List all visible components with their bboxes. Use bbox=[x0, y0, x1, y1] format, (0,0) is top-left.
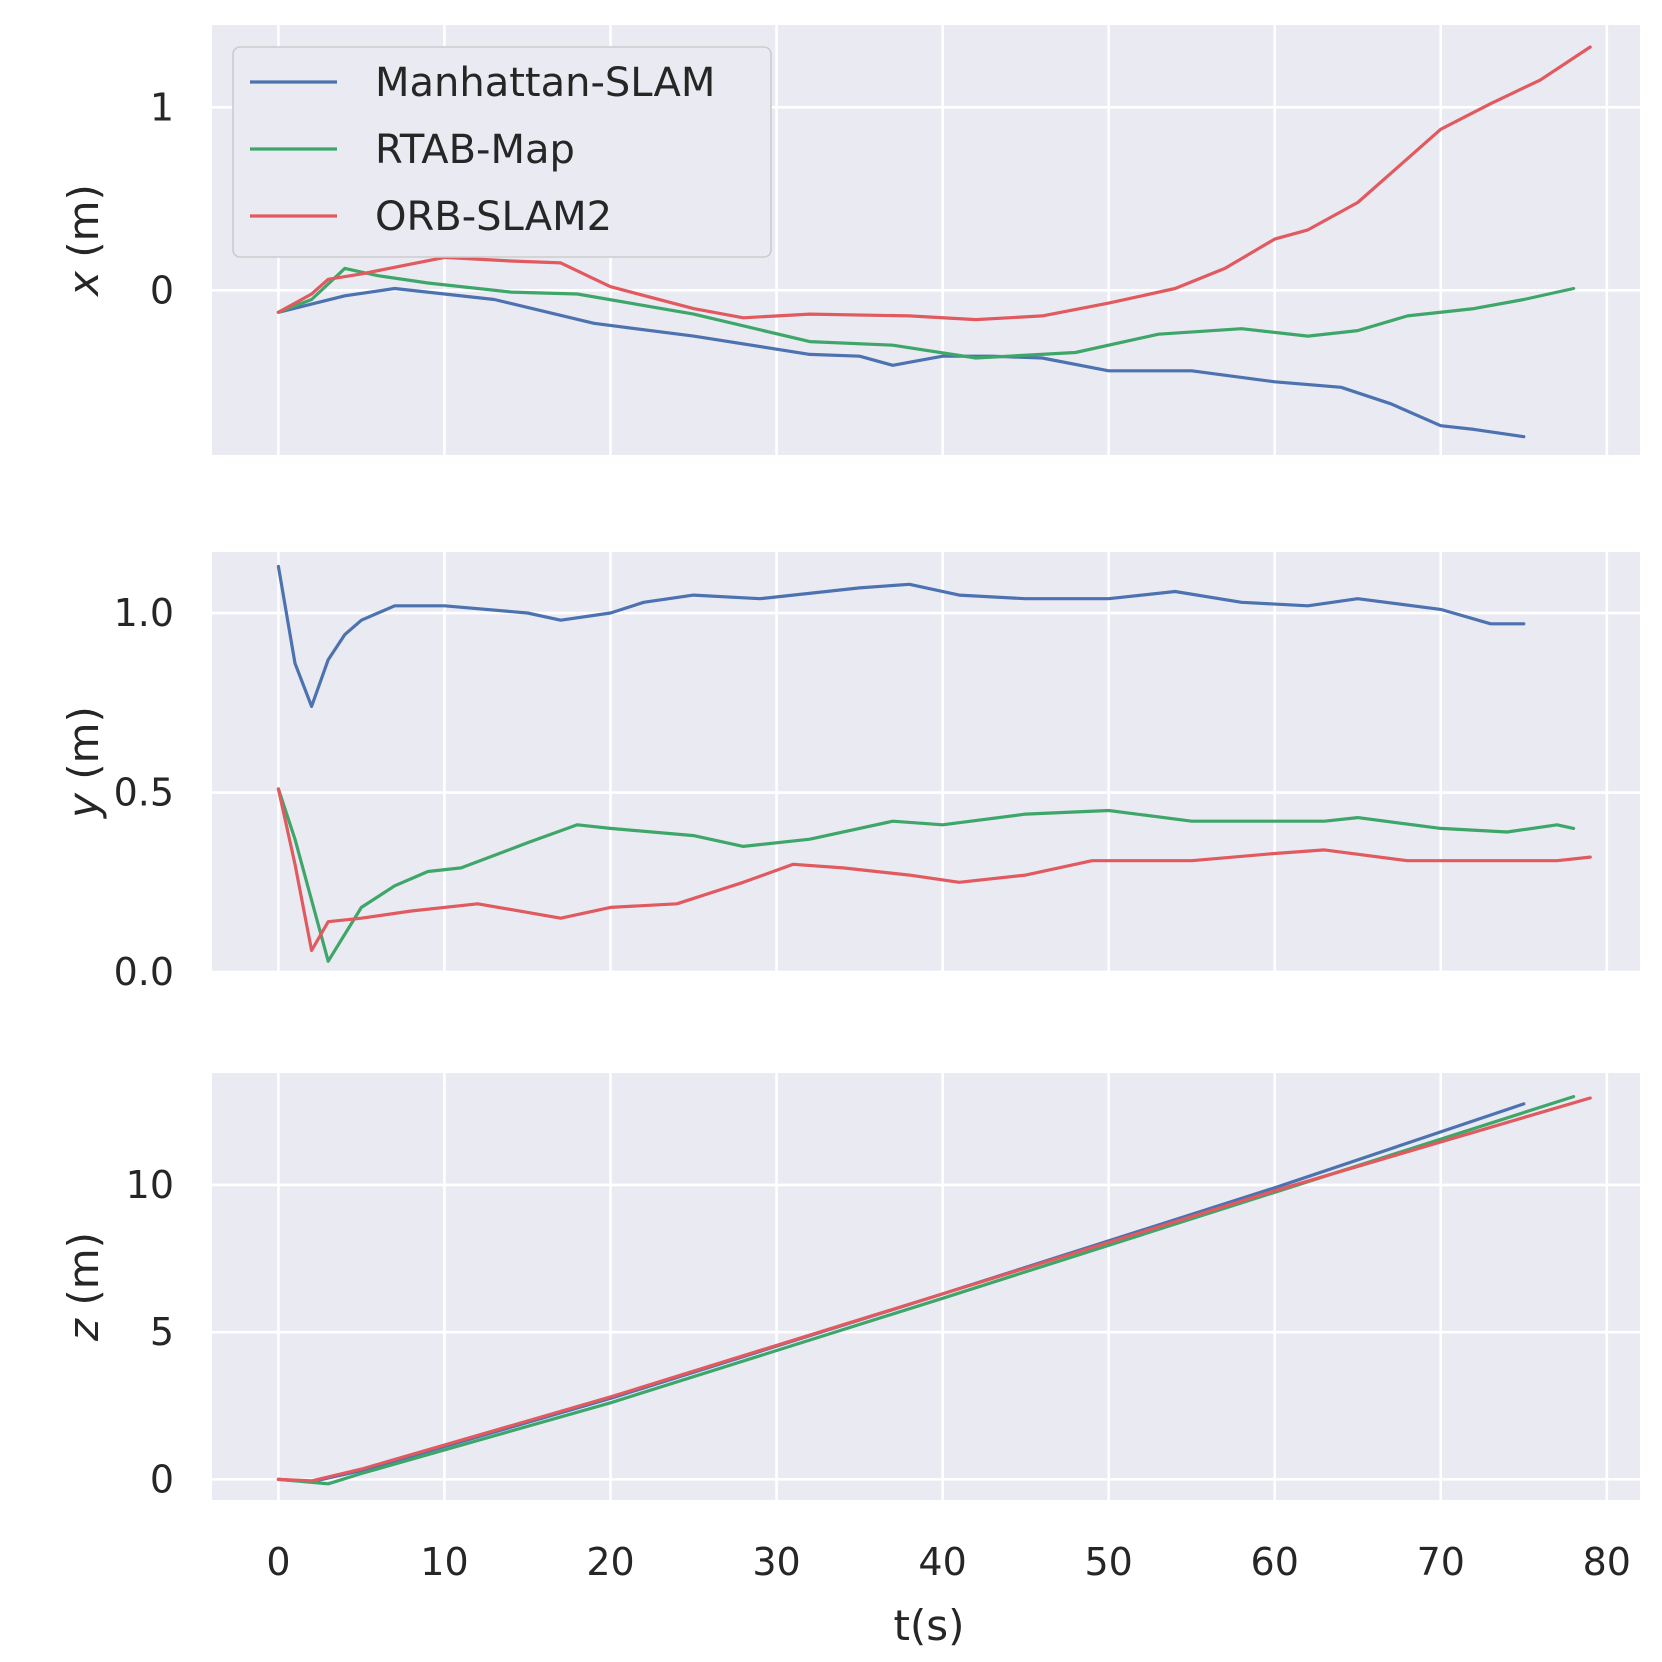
x-tick-label: 10 bbox=[420, 1540, 468, 1584]
panel-z-ytick-label: 5 bbox=[150, 1310, 174, 1354]
panel-z-line-orb-slam2 bbox=[276, 1096, 1592, 1483]
x-tick-label: 70 bbox=[1417, 1540, 1465, 1584]
x-tick-label: 50 bbox=[1084, 1540, 1132, 1584]
panel-y-line-rtab-map bbox=[276, 787, 1576, 963]
panel-y-ylabel: y (m) bbox=[59, 706, 108, 820]
panel-x-line-orb-slam2 bbox=[276, 45, 1592, 322]
panel-z-ytick-label: 10 bbox=[126, 1163, 174, 1207]
panel-x-ylabel: x (m) bbox=[59, 184, 108, 298]
panel-x-ytick-label: 1 bbox=[150, 85, 174, 129]
x-tick-label: 40 bbox=[918, 1540, 966, 1584]
panel-y-line-orb-slam2 bbox=[276, 787, 1592, 953]
legend-label-manhattan-slam: Manhattan-SLAM bbox=[375, 60, 715, 106]
legend: Manhattan-SLAM RTAB-Map ORB-SLAM2 bbox=[232, 46, 772, 258]
panels-layer: 0 1 x (m) 0.0 0.5 1.0 y (m) 0 5 10 z (m) bbox=[59, 25, 1640, 1501]
panel-z-ylabel: z (m) bbox=[59, 1232, 108, 1342]
x-tick-label: 60 bbox=[1251, 1540, 1299, 1584]
x-tick-label: 20 bbox=[586, 1540, 634, 1584]
x-tick-label: 80 bbox=[1583, 1540, 1631, 1584]
legend-label-orb-slam2: ORB-SLAM2 bbox=[375, 194, 612, 240]
panel-z: 0 5 10 z (m) bbox=[59, 1073, 1640, 1501]
panel-z-ytick-label: 0 bbox=[150, 1457, 174, 1501]
panel-y-background bbox=[212, 552, 1640, 972]
panel-y-ytick-label: 0.5 bbox=[114, 771, 174, 815]
x-tick-label: 30 bbox=[752, 1540, 800, 1584]
panel-x-line-rtab-map bbox=[276, 266, 1576, 360]
panel-y-ytick-label: 0.0 bbox=[114, 950, 174, 994]
panel-y: 0.0 0.5 1.0 y (m) bbox=[59, 552, 1640, 994]
panel-x-ytick-label: 0 bbox=[150, 268, 174, 312]
x-tick-label: 0 bbox=[266, 1540, 290, 1584]
panel-y-line-manhattan-slam bbox=[276, 564, 1526, 708]
panel-y-ytick-label: 1.0 bbox=[114, 591, 174, 635]
x-axis-label: t(s) bbox=[893, 1601, 964, 1650]
x-axis-ticks: 0 10 20 30 40 50 60 70 80 bbox=[266, 1540, 1631, 1584]
legend-frame bbox=[232, 46, 772, 258]
legend-label-rtab-map: RTAB-Map bbox=[375, 127, 575, 173]
